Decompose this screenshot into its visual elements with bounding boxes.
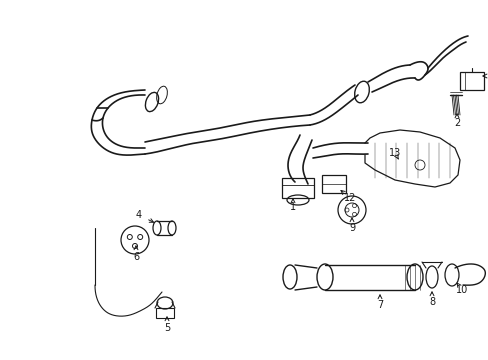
Bar (156, 308, 174, 318)
Text: 4: 4 (136, 210, 142, 220)
Text: 5: 5 (163, 323, 170, 333)
Text: 3: 3 (486, 71, 488, 81)
Text: 10: 10 (455, 285, 467, 295)
Text: 1: 1 (289, 202, 295, 212)
Text: 8: 8 (428, 297, 434, 307)
Bar (459, 72, 483, 90)
Text: 9: 9 (348, 223, 354, 233)
Text: 12: 12 (343, 193, 355, 203)
Text: 6: 6 (133, 252, 139, 262)
Text: 13: 13 (388, 148, 400, 158)
Text: 2: 2 (453, 118, 459, 128)
Bar (321, 175, 346, 193)
Text: 7: 7 (376, 300, 382, 310)
Bar (282, 178, 313, 198)
